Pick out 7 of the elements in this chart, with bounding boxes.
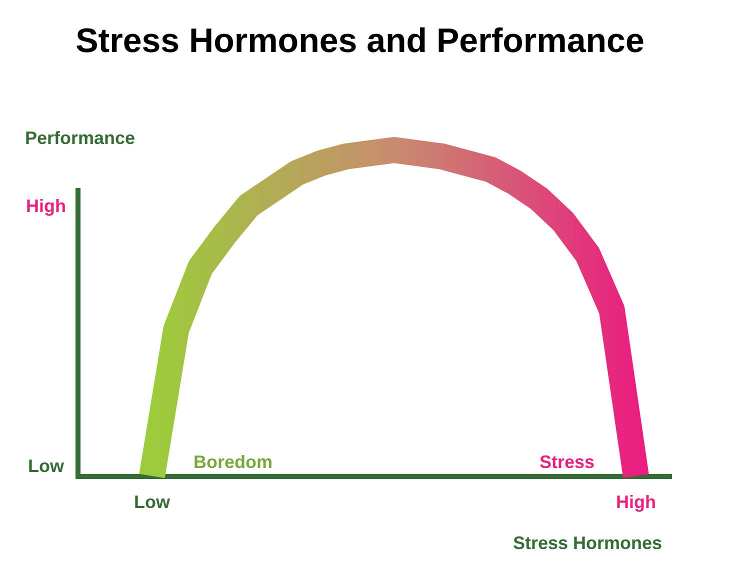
- x-axis-title: Stress Hormones: [512, 533, 662, 554]
- text: Low: [28, 456, 65, 476]
- chart-title: Stress Hormones and Performance: [74, 22, 646, 61]
- y-axis-title: Performance: [25, 128, 136, 149]
- annotation: Stress: [539, 452, 595, 472]
- annotation: Boredom: [193, 452, 273, 472]
- text: High: [26, 196, 66, 216]
